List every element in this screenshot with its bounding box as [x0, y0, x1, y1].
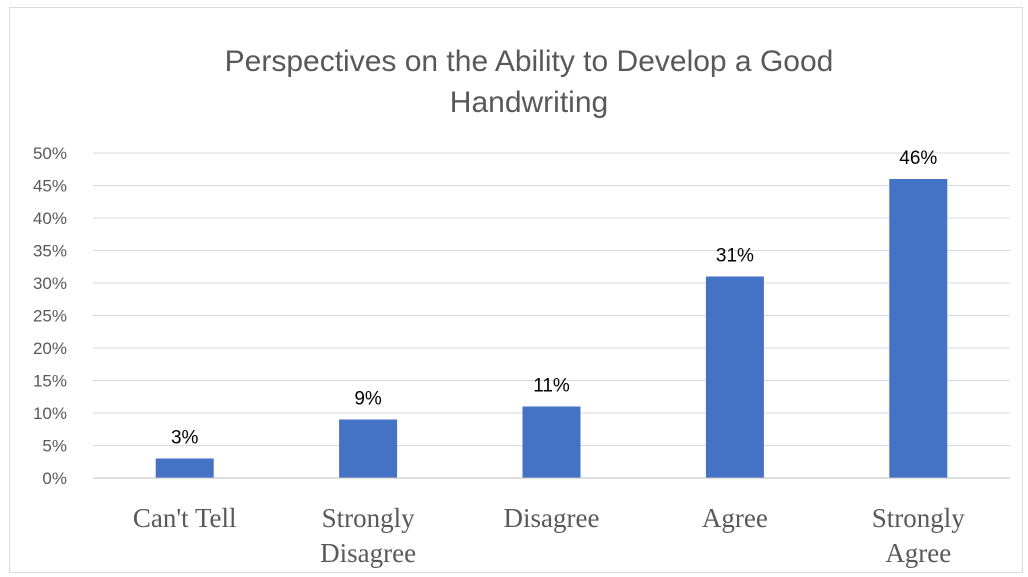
y-tick-label: 35%	[33, 242, 67, 261]
x-tick-label-line: Disagree	[320, 538, 416, 568]
y-tick-label: 30%	[33, 274, 67, 293]
x-tick-label: Disagree	[504, 503, 600, 533]
x-tick-label-line: Agree	[702, 503, 768, 533]
chart-title-line: Handwriting	[450, 86, 608, 119]
x-tick-label-line: Agree	[885, 538, 951, 568]
y-tick-label: 0%	[42, 469, 67, 488]
data-label: 46%	[899, 148, 937, 169]
bar	[155, 458, 214, 478]
bar	[339, 419, 398, 478]
x-tick-label-line: Can't Tell	[133, 503, 237, 533]
x-tick-label-line: Strongly	[322, 503, 416, 533]
y-tick-label: 50%	[33, 144, 67, 163]
x-tick-label-line: Disagree	[504, 503, 600, 533]
x-tick-label: Agree	[702, 503, 768, 533]
chart-title: Perspectives on the Ability to Develop a…	[225, 45, 834, 119]
bar	[889, 179, 948, 478]
chart-frame: Perspectives on the Ability to Develop a…	[9, 7, 1023, 573]
x-tick-label: Strongly Disagree	[320, 503, 416, 568]
data-label: 3%	[171, 428, 199, 449]
bar-series	[155, 179, 948, 478]
x-tick-label: Can't Tell	[133, 503, 237, 533]
data-label: 31%	[716, 246, 754, 267]
bar	[522, 406, 581, 478]
y-tick-label: 15%	[33, 372, 67, 391]
y-tick-label: 5%	[42, 437, 67, 456]
chart-title-line: Perspectives on the Ability to Develop a…	[225, 45, 834, 78]
bar	[705, 276, 764, 478]
y-tick-label: 45%	[33, 177, 67, 196]
data-labels: 3% 9% 11% 31% 46%	[171, 148, 937, 449]
data-label: 9%	[354, 389, 382, 410]
y-tick-label: 40%	[33, 209, 67, 228]
y-axis-tick-labels: 0% 5% 10% 15% 20% 25% 30% 35% 40% 45% 50%	[33, 144, 67, 488]
y-tick-label: 25%	[33, 307, 67, 326]
x-tick-label: Strongly Agree	[872, 503, 966, 568]
y-tick-label: 10%	[33, 404, 67, 423]
y-tick-label: 20%	[33, 339, 67, 358]
bar-chart: Perspectives on the Ability to Develop a…	[33, 45, 1010, 568]
x-tick-label-line: Strongly	[872, 503, 966, 533]
gridlines	[93, 152, 1010, 446]
data-label: 11%	[533, 376, 570, 397]
